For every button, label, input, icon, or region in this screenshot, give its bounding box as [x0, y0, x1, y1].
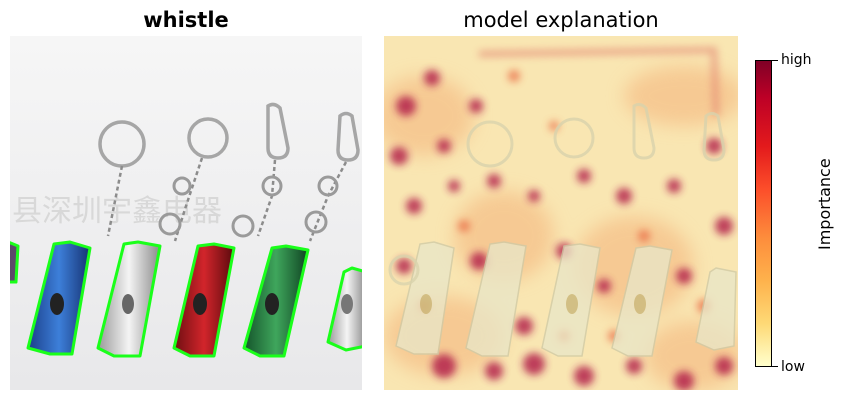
whistle-photo: 县深圳宇鑫电器: [10, 36, 362, 390]
colorbar-axis-label: Importance: [815, 158, 834, 250]
importance-colorbar: [755, 60, 772, 367]
watermark-text: 县深圳宇鑫电器: [12, 194, 222, 229]
input-image-title: whistle: [143, 8, 229, 32]
colorbar-high-label: high: [781, 52, 812, 68]
input-image-panel: 县深圳宇鑫电器: [10, 36, 362, 390]
colorbar-low-label: low: [781, 359, 805, 375]
explanation-heatmap-panel: [384, 36, 738, 390]
importance-heatmap: [384, 36, 738, 390]
explanation-title: model explanation: [463, 8, 659, 32]
colorbar-tick-low: [772, 366, 778, 367]
colorbar-tick-high: [772, 60, 778, 61]
